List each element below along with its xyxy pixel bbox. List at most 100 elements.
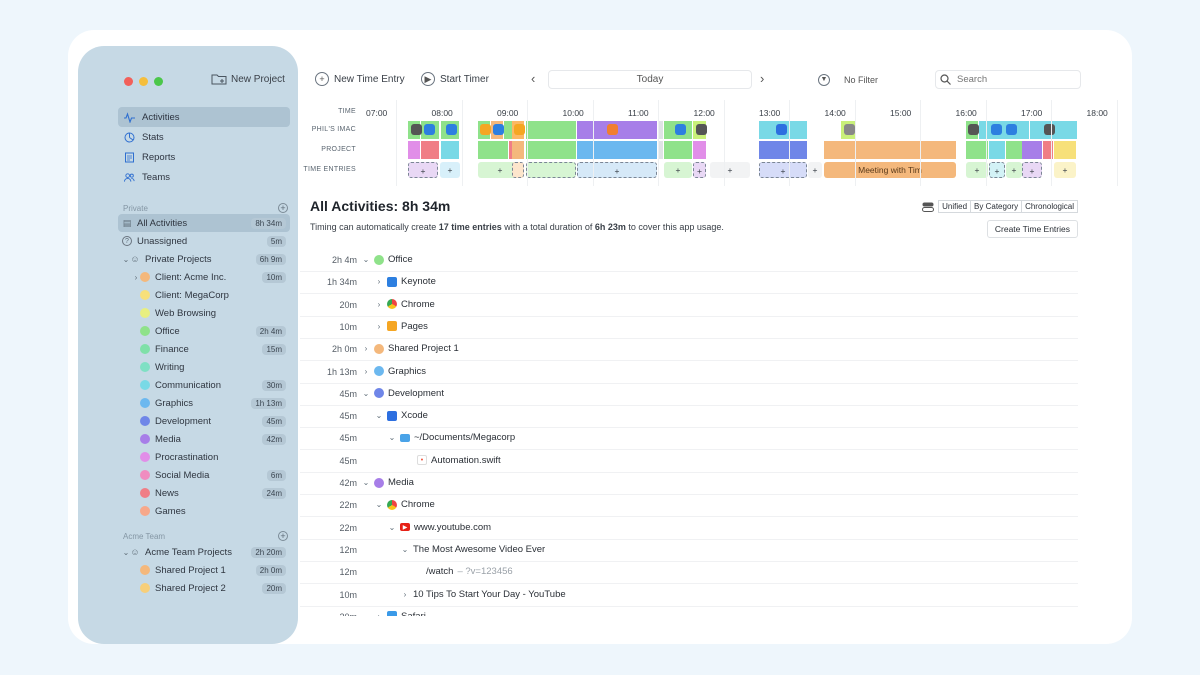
project-client-acme-inc[interactable]: › Client: Acme Inc. 10m [118,268,290,286]
activity-row[interactable]: 45m • Automation.swift [300,451,1078,473]
time-entry-block[interactable]: + [1006,162,1022,178]
time-entry-block[interactable]: + [710,162,750,178]
disclosure-chevron-icon[interactable]: › [377,299,381,309]
project-block[interactable] [658,141,663,159]
project-block[interactable] [693,141,706,159]
project-block[interactable] [509,141,512,159]
time-entry-meeting[interactable]: Meeting with Tim [824,162,956,178]
project-private-projects[interactable]: ⌄ ☺ Private Projects 6h 9m [118,250,290,268]
activity-row[interactable]: 20m › Chrome [300,295,1078,317]
project-office[interactable]: Office 2h 4m [118,322,290,340]
project-block[interactable] [478,141,508,159]
project-media[interactable]: Media 42m [118,430,290,448]
project-block[interactable] [824,141,956,159]
project-block[interactable] [1006,141,1022,159]
time-entry-block[interactable]: + [808,162,822,178]
project-social-media[interactable]: Social Media 6m [118,466,290,484]
activity-row[interactable]: 2h 4m ⌄ Office [300,250,1078,272]
project-shared-project-2[interactable]: Shared Project 2 20m [118,579,290,597]
activity-row[interactable]: 42m ⌄ Media [300,473,1078,495]
disclosure-chevron-icon[interactable]: › [377,277,381,287]
timeline-app-row[interactable] [366,121,1088,139]
disclosure-chevron-icon[interactable]: › [134,272,138,282]
project-block[interactable] [966,141,988,159]
new-time-entry-button[interactable]: + New Time Entry [315,72,405,86]
disclosure-chevron-icon[interactable]: › [364,366,368,376]
view-unified-button[interactable]: Unified [938,200,972,213]
project-finance[interactable]: Finance 15m [118,340,290,358]
disclosure-chevron-icon[interactable]: ⌄ [362,255,370,264]
search-input[interactable] [957,74,1067,85]
project-development[interactable]: Development 45m [118,412,290,430]
project-client-megacorp[interactable]: Client: MegaCorp [118,286,290,304]
activity-row[interactable]: 45m ⌄ ~/Documents/Megacorp [300,428,1078,451]
activity-row[interactable]: 22m ⌄ ▶ www.youtube.com [300,518,1078,540]
timeline-entries-row[interactable]: + + + + + + + + + Meeting with Tim + + + + + [366,161,1088,179]
project-block[interactable] [989,141,1005,159]
activity-row[interactable]: 45m ⌄ Development [300,384,1078,406]
time-entry-block[interactable]: + [1022,162,1042,178]
close-window-button[interactable] [124,77,133,86]
time-entry-block[interactable]: + [408,162,438,178]
disclosure-chevron-icon[interactable]: ⌄ [375,500,383,510]
start-timer-button[interactable]: ▶ Start Timer [421,72,489,86]
activity-row[interactable]: 12m/watch – ?v=123456 [300,562,1078,585]
time-entry-block[interactable]: + [577,162,657,178]
disclosure-chevron-icon[interactable]: ⌄ [401,544,409,554]
time-entry-block[interactable]: + [989,162,1005,178]
project-procrastination[interactable]: Procrastination [118,448,290,466]
view-chronological-button[interactable]: Chronological [1021,200,1078,213]
next-day-button[interactable]: › [760,71,765,86]
disclosure-chevron-icon[interactable]: › [403,589,407,599]
time-entry-block[interactable]: + [664,162,692,178]
nav-reports[interactable]: Reports [118,148,290,168]
project-block[interactable] [759,141,807,159]
time-entry-block[interactable]: + [693,162,706,178]
time-entry-block[interactable] [512,162,524,178]
project-block[interactable] [526,141,576,159]
project-block[interactable] [421,141,439,159]
project-acme-team-projects[interactable]: ⌄ ☺ Acme Team Projects 2h 20m [118,543,290,561]
disclosure-chevron-icon[interactable]: ⌄ [375,411,383,421]
project-writing[interactable]: Writing [118,358,290,376]
minimize-window-button[interactable] [139,77,148,86]
activity-row[interactable]: 20m › Safari [300,607,1078,616]
search-field[interactable] [935,70,1081,89]
filter-selector[interactable]: ▼ No Filter [814,70,904,89]
project-block[interactable] [512,141,524,159]
activity-row[interactable]: 10m › 10 Tips To Start Your Day - YouTube [300,585,1078,607]
time-entry-block[interactable]: + [1054,162,1076,178]
project-block[interactable] [408,141,420,159]
create-time-entries-button[interactable]: Create Time Entries [986,220,1078,238]
project-graphics[interactable]: Graphics 1h 13m [118,394,290,412]
project-web-browsing[interactable]: Web Browsing [118,304,290,322]
new-project-button[interactable]: New Project [211,73,285,85]
nav-teams[interactable]: Teams [118,168,290,188]
activity-row[interactable]: 2h 0m › Shared Project 1 [300,339,1078,362]
project-games[interactable]: Games [118,502,290,520]
add-private-project-button[interactable]: + [278,203,288,213]
view-by-category-button[interactable]: By Category [970,200,1023,213]
disclosure-chevron-icon[interactable]: ⌄ [362,478,370,487]
project-communication[interactable]: Communication 30m [118,376,290,394]
disclosure-chevron-icon[interactable]: ⌄ [362,388,370,398]
project-block[interactable] [577,141,657,159]
app-usage-block[interactable] [526,121,576,139]
project-all-activities[interactable]: ▤ All Activities 8h 34m [118,214,290,232]
disclosure-chevron-icon[interactable]: › [375,612,383,616]
time-entry-block[interactable]: + [478,162,522,178]
project-block[interactable] [1022,141,1042,159]
zoom-window-button[interactable] [154,77,163,86]
app-usage-block[interactable] [658,121,663,139]
disclosure-chevron-icon[interactable]: ⌄ [388,433,396,443]
add-team-project-button[interactable]: + [278,531,288,541]
nav-activities[interactable]: Activities [118,107,290,127]
project-block[interactable] [664,141,692,159]
project-shared-project-1[interactable]: Shared Project 1 2h 0m [118,561,290,579]
timeline-project-row[interactable] [366,141,1088,159]
project-block[interactable] [1043,141,1053,159]
previous-day-button[interactable]: ‹ [531,71,536,86]
nav-stats[interactable]: Stats [118,127,290,147]
disclosure-chevron-icon[interactable]: ⌄ [388,522,396,532]
time-entry-block[interactable]: + [966,162,988,178]
